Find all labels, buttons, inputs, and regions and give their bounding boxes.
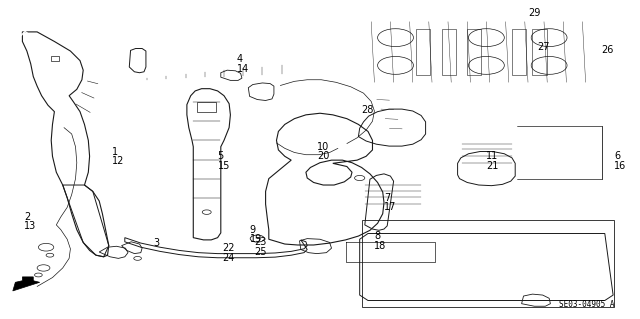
Text: 10: 10	[317, 142, 329, 152]
Text: 16: 16	[614, 161, 627, 171]
Text: 22: 22	[223, 243, 236, 253]
Text: 28: 28	[362, 105, 374, 115]
Text: 29: 29	[528, 8, 540, 19]
Text: 24: 24	[223, 253, 235, 263]
Text: 7: 7	[384, 193, 390, 203]
Text: 19: 19	[250, 234, 262, 244]
Text: 12: 12	[112, 156, 124, 166]
Text: 8: 8	[374, 231, 381, 241]
Text: 23: 23	[255, 237, 267, 248]
Text: 11: 11	[486, 151, 499, 161]
Text: 20: 20	[317, 151, 329, 161]
Text: 21: 21	[486, 161, 499, 171]
Text: 1: 1	[112, 146, 118, 157]
Text: 5: 5	[218, 151, 224, 161]
Text: 26: 26	[602, 45, 614, 56]
Text: 18: 18	[374, 241, 387, 251]
Text: 2: 2	[24, 212, 31, 222]
Text: SE03-04905 A: SE03-04905 A	[559, 300, 614, 309]
Text: 15: 15	[218, 161, 230, 171]
Polygon shape	[13, 277, 40, 291]
Text: 9: 9	[250, 225, 256, 235]
Text: FR.: FR.	[18, 30, 36, 47]
Text: 25: 25	[255, 247, 268, 257]
Text: 14: 14	[237, 63, 249, 74]
Text: 13: 13	[24, 221, 36, 232]
Text: 4: 4	[237, 54, 243, 64]
Text: 17: 17	[384, 202, 396, 212]
Text: 6: 6	[614, 151, 621, 161]
Text: 3: 3	[154, 238, 160, 248]
Text: 27: 27	[538, 42, 550, 52]
